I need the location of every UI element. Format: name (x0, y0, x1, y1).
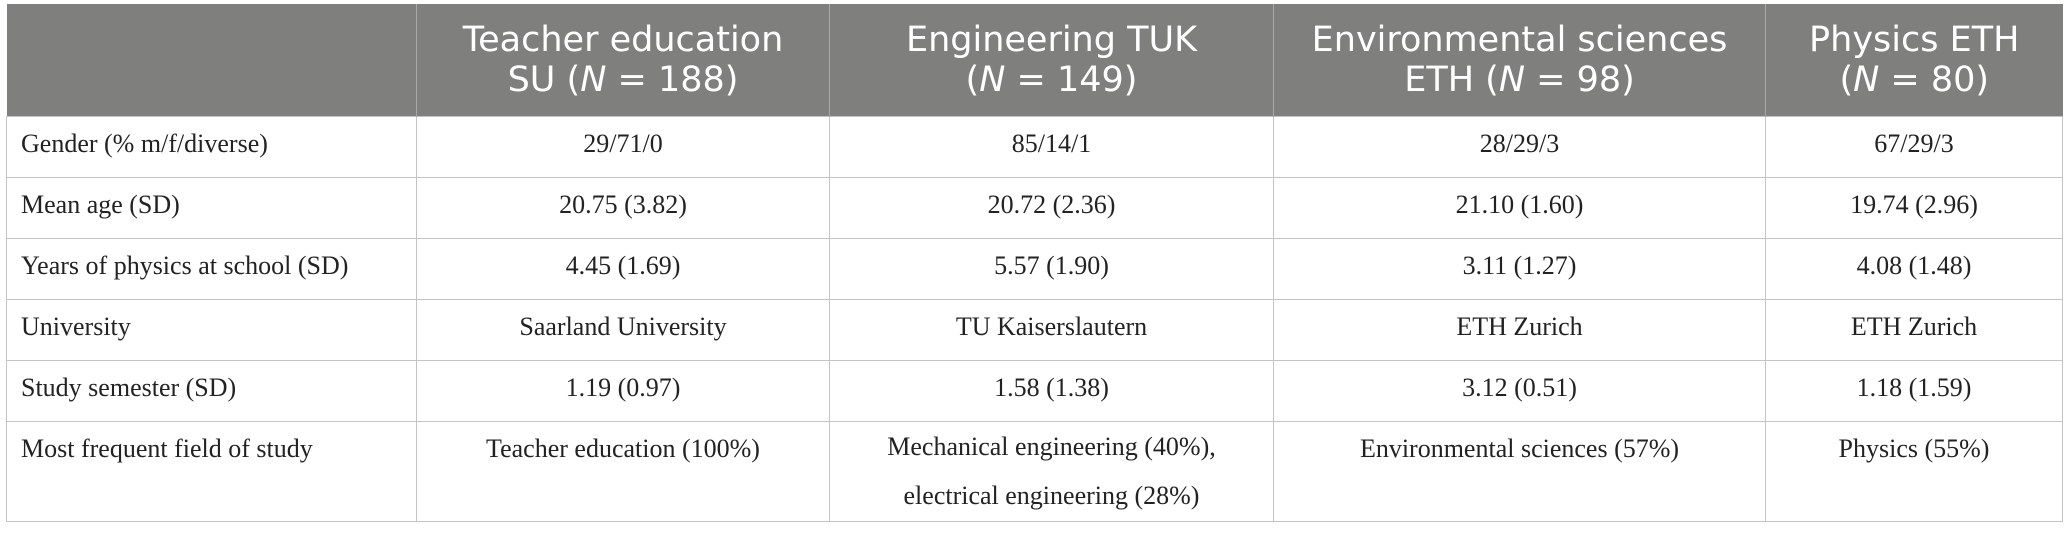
table-cell: 1.58 (1.38) (829, 359, 1274, 421)
header-line-2: (N = 80) (1839, 59, 1990, 100)
table-cell: 3.11 (1.27) (1273, 237, 1766, 299)
table-row-field-of-study: Most frequent field of study Teacher edu… (6, 420, 2063, 522)
table-cell: 28/29/3 (1273, 115, 1766, 177)
header-line-2: ETH (N = 98) (1404, 59, 1635, 100)
table-cell: 4.45 (1.69) (416, 237, 830, 299)
row-label: University (6, 298, 417, 360)
header-line-1: Environmental sciences (1311, 19, 1728, 60)
row-label: Years of physics at school (SD) (6, 237, 417, 299)
table-row-mean-age: Mean age (SD) 20.75 (3.82) 20.72 (2.36) … (6, 176, 2063, 238)
table-row-university: University Saarland University TU Kaiser… (6, 298, 2063, 360)
table-body: Gender (% m/f/diverse) 29/71/0 85/14/1 2… (6, 115, 2063, 522)
header-line-2: SU (N = 188) (507, 59, 739, 100)
header-environmental-sciences: Environmental sciences ETH (N = 98) (1273, 4, 1766, 116)
row-label: Mean age (SD) (6, 176, 417, 238)
table-cell: 19.74 (2.96) (1765, 176, 2063, 238)
table-cell: 21.10 (1.60) (1273, 176, 1766, 238)
table-cell: Saarland University (416, 298, 830, 360)
header-teacher-education: Teacher education SU (N = 188) (416, 4, 830, 116)
table-cell: 67/29/3 (1765, 115, 2063, 177)
table-cell: 20.75 (3.82) (416, 176, 830, 238)
table-cell: 85/14/1 (829, 115, 1274, 177)
n-symbol: N (580, 59, 607, 100)
demographics-table: Teacher education SU (N = 188) Engineeri… (6, 4, 2063, 522)
cell-line-2: electrical engineering (28%) (903, 480, 1200, 510)
table-cell: 1.19 (0.97) (416, 359, 830, 421)
table-cell: Teacher education (100%) (416, 420, 830, 522)
table-cell: 29/71/0 (416, 115, 830, 177)
table-cell: Mechanical engineering (40%), electrical… (829, 420, 1274, 522)
header-row: Teacher education SU (N = 188) Engineeri… (6, 4, 2063, 116)
table-cell: 4.08 (1.48) (1765, 237, 2063, 299)
header-physics-eth: Physics ETH (N = 80) (1765, 4, 2063, 116)
header-corner-cell (6, 4, 417, 116)
table-cell: 20.72 (2.36) (829, 176, 1274, 238)
table-cell: 1.18 (1.59) (1765, 359, 2063, 421)
table-cell: TU Kaiserslautern (829, 298, 1274, 360)
table-cell: ETH Zurich (1765, 298, 2063, 360)
n-symbol: N (1498, 59, 1525, 100)
cell-line-1: Mechanical engineering (40%), (887, 431, 1216, 461)
header-line-1: Engineering TUK (905, 19, 1198, 60)
table-row-study-semester: Study semester (SD) 1.19 (0.97) 1.58 (1.… (6, 359, 2063, 421)
header-engineering-tuk: Engineering TUK (N = 149) (829, 4, 1274, 116)
row-label: Most frequent field of study (6, 420, 417, 522)
table-cell: 5.57 (1.90) (829, 237, 1274, 299)
header-line-1: Physics ETH (1809, 19, 2020, 60)
table-row-years-physics: Years of physics at school (SD) 4.45 (1.… (6, 237, 2063, 299)
table-cell: Physics (55%) (1765, 420, 2063, 522)
row-label: Gender (% m/f/diverse) (6, 115, 417, 177)
n-symbol: N (1853, 59, 1880, 100)
table-cell: 3.12 (0.51) (1273, 359, 1766, 421)
n-symbol: N (979, 59, 1006, 100)
table-cell: ETH Zurich (1273, 298, 1766, 360)
row-label: Study semester (SD) (6, 359, 417, 421)
header-line-1: Teacher education (462, 19, 784, 60)
table-cell: Environmental sciences (57%) (1273, 420, 1766, 522)
header-line-2: (N = 149) (965, 59, 1138, 100)
table-row-gender: Gender (% m/f/diverse) 29/71/0 85/14/1 2… (6, 115, 2063, 177)
table-header: Teacher education SU (N = 188) Engineeri… (6, 4, 2063, 116)
